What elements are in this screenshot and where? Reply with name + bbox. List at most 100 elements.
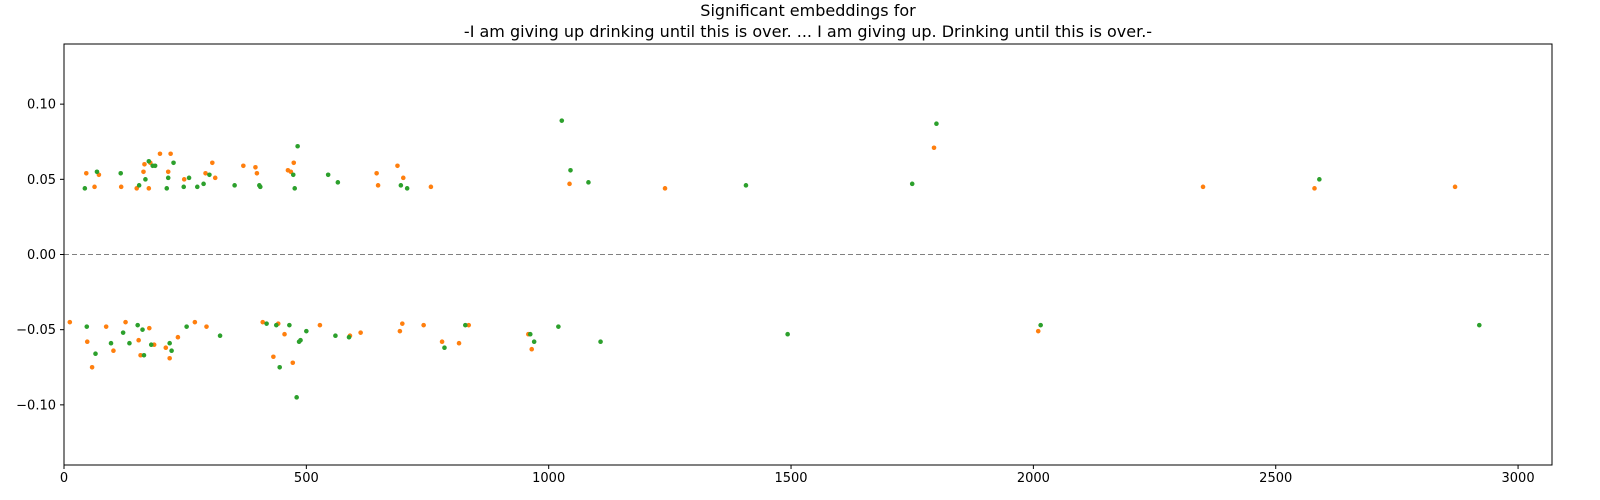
data-point-series-1 [192, 319, 198, 325]
data-point-series-2 [1476, 322, 1482, 328]
data-point-series-1 [400, 175, 406, 181]
data-point-series-2 [167, 340, 172, 346]
plot-area-frame [63, 43, 1553, 466]
data-point-series-1 [374, 171, 379, 176]
x-tick-label: 3000 [1502, 471, 1535, 486]
data-point-series-1 [203, 171, 208, 176]
data-point-series-1 [1452, 184, 1458, 190]
data-point-series-1 [168, 151, 173, 157]
data-point-series-2 [84, 324, 90, 329]
x-tick-label: 2000 [1017, 471, 1050, 486]
data-point-series-2 [325, 172, 331, 178]
data-point-series-2 [82, 186, 88, 191]
data-point-series-2 [743, 183, 749, 188]
data-point-series-2 [181, 184, 187, 190]
data-point-series-1 [567, 181, 572, 187]
data-point-series-1 [375, 183, 381, 188]
data-point-series-1 [181, 177, 187, 182]
data-point-series-2 [346, 334, 352, 340]
data-point-series-1 [157, 151, 163, 157]
x-tick-label: 500 [294, 471, 319, 486]
data-point-series-2 [152, 163, 158, 169]
data-point-series-1 [439, 339, 445, 345]
x-tick-label: 1000 [532, 471, 565, 486]
data-point-series-2 [559, 118, 565, 123]
data-point-series-2 [141, 352, 147, 358]
data-point-series-1 [92, 184, 97, 190]
y-tick-label: 0.10 [27, 98, 56, 113]
data-point-series-2 [118, 171, 124, 176]
data-point-series-2 [165, 175, 171, 181]
data-point-series-2 [333, 333, 338, 338]
y-tick-label: −0.05 [16, 323, 56, 338]
data-point-series-1 [400, 321, 405, 326]
chart-title-line-1: Significant embeddings for [700, 1, 916, 20]
data-point-series-1 [1035, 328, 1041, 334]
data-point-series-1 [118, 184, 124, 190]
data-point-series-2 [146, 158, 152, 164]
x-tick-label: 1500 [774, 471, 807, 486]
x-tick-label: 2500 [1259, 471, 1292, 486]
data-point-series-1 [175, 334, 181, 340]
data-point-series-2 [171, 160, 176, 166]
data-point-series-2 [217, 333, 223, 338]
y-tick-label: −0.10 [16, 398, 56, 413]
data-point-series-1 [204, 324, 209, 329]
data-point-series-1 [456, 340, 462, 346]
data-point-series-1 [136, 337, 141, 343]
data-point-series-1 [317, 322, 323, 328]
data-point-series-2 [909, 181, 915, 187]
data-point-series-1 [931, 145, 937, 151]
data-point-series-2 [934, 121, 939, 126]
data-point-series-2 [264, 321, 269, 326]
data-point-series-2 [94, 169, 100, 175]
data-point-series-2 [201, 181, 206, 187]
data-point-series-1 [210, 160, 215, 166]
data-point-series-2 [186, 175, 192, 181]
data-point-series-2 [207, 172, 212, 178]
data-point-series-2 [442, 345, 447, 351]
data-point-series-1 [358, 330, 363, 335]
data-point-series-2 [232, 183, 237, 188]
data-point-series-2 [598, 339, 603, 345]
data-point-series-1 [529, 346, 535, 352]
data-point-series-2 [404, 186, 410, 191]
data-point-series-1 [282, 331, 287, 337]
data-point-series-1 [260, 319, 266, 325]
data-point-series-1 [662, 186, 668, 191]
data-point-series-1 [167, 355, 172, 361]
chart-title-line-2: -I am giving up drinking until this is o… [464, 22, 1152, 41]
data-point-series-2 [556, 324, 561, 329]
data-point-series-1 [466, 322, 472, 328]
data-point-series-1 [84, 339, 90, 345]
data-point-series-2 [93, 351, 98, 357]
data-point-series-1 [1312, 186, 1317, 191]
data-point-series-2 [184, 324, 189, 329]
data-point-series-2 [273, 322, 279, 328]
data-point-series-2 [148, 342, 154, 348]
data-point-series-1 [395, 163, 400, 169]
data-point-series-1 [212, 175, 218, 181]
data-point-series-2 [586, 180, 591, 185]
data-point-series-1 [123, 319, 128, 325]
x-tick-label: 0 [60, 471, 68, 486]
data-point-series-1 [163, 345, 169, 351]
data-point-series-2 [398, 183, 404, 188]
data-point-series-2 [257, 184, 263, 190]
data-point-series-1 [142, 161, 147, 167]
data-point-series-2 [290, 172, 296, 178]
y-tick-label: 0.00 [27, 248, 56, 263]
data-point-series-2 [785, 331, 790, 337]
data-point-series-2 [294, 395, 299, 400]
data-point-series-2 [1317, 177, 1322, 182]
data-point-series-1 [138, 352, 143, 358]
data-point-series-1 [67, 319, 73, 325]
data-point-series-2 [194, 184, 200, 190]
data-point-series-2 [108, 340, 114, 346]
data-point-series-2 [127, 340, 132, 346]
data-point-series-2 [527, 331, 533, 337]
data-point-series-1 [241, 163, 246, 169]
data-point-series-1 [83, 171, 89, 176]
data-point-series-2 [164, 186, 170, 191]
data-point-series-1 [111, 348, 116, 354]
